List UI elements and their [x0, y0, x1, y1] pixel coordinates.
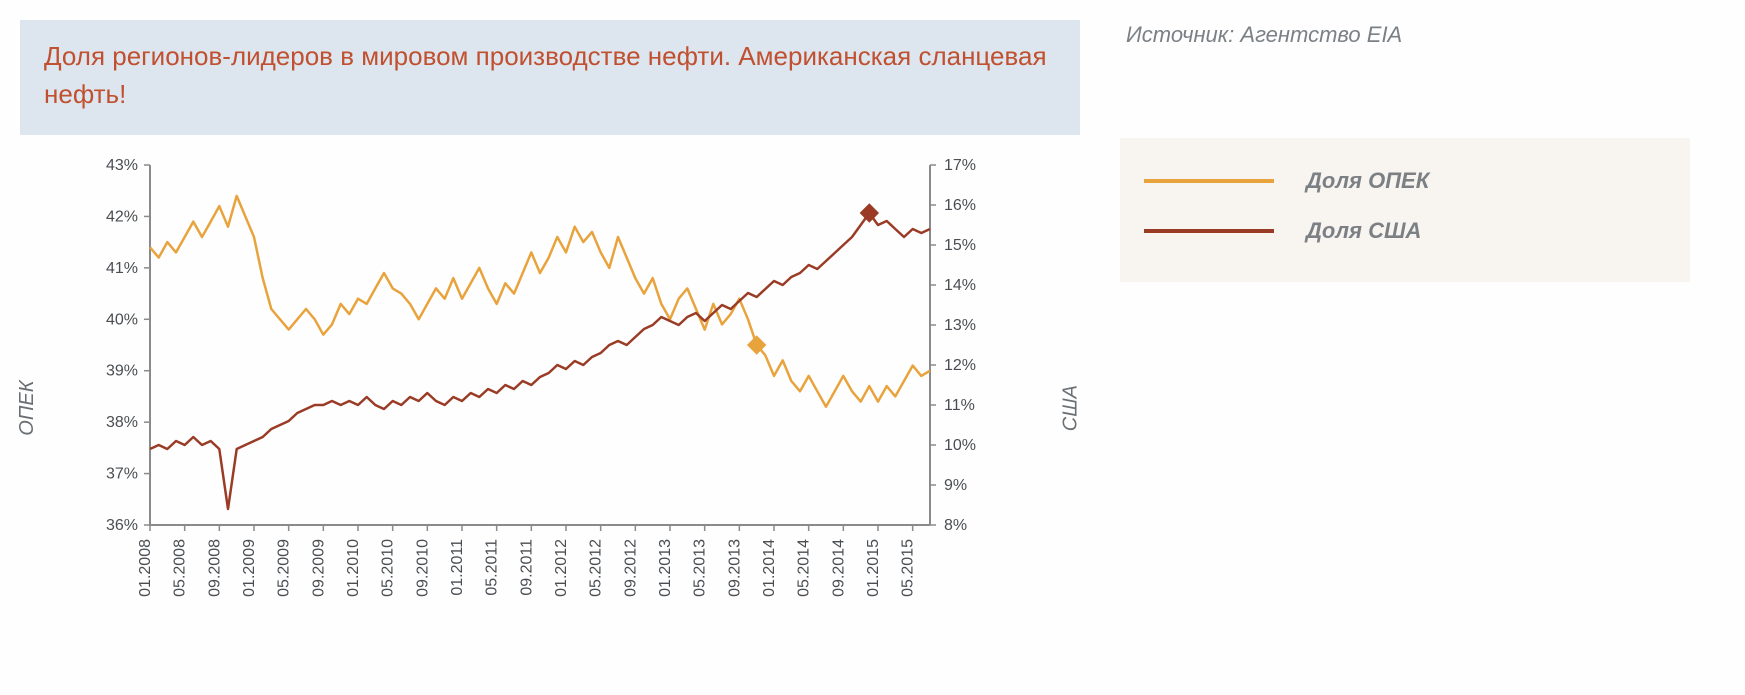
legend-item-opec: Доля ОПЕК [1144, 168, 1666, 194]
svg-text:15%: 15% [944, 237, 976, 254]
svg-text:42%: 42% [106, 209, 138, 226]
chart-area: ОПЕК США 36%37%38%39%40%41%42%43%8%9%10%… [20, 155, 1080, 675]
svg-text:01.2008: 01.2008 [137, 539, 154, 597]
chart-title: Доля регионов-лидеров в мировом производ… [44, 38, 1056, 113]
svg-text:01.2012: 01.2012 [553, 539, 570, 597]
svg-text:11%: 11% [944, 397, 975, 414]
legend-swatch-opec [1144, 179, 1274, 183]
legend-label-opec: Доля ОПЕК [1306, 168, 1429, 194]
svg-text:05.2011: 05.2011 [484, 539, 501, 596]
svg-text:8%: 8% [944, 517, 967, 534]
svg-text:36%: 36% [106, 517, 138, 534]
right-axis-label: США [1059, 385, 1082, 431]
left-axis-label: ОПЕК [16, 381, 39, 436]
svg-text:09.2010: 09.2010 [414, 539, 431, 597]
legend: Доля ОПЕК Доля США [1120, 138, 1690, 282]
svg-text:05.2010: 05.2010 [380, 539, 397, 597]
svg-text:9%: 9% [944, 477, 967, 494]
svg-text:01.2014: 01.2014 [761, 539, 778, 597]
svg-text:14%: 14% [944, 277, 976, 294]
svg-text:38%: 38% [106, 415, 138, 432]
svg-text:05.2013: 05.2013 [692, 539, 709, 597]
svg-text:40%: 40% [106, 312, 138, 329]
svg-text:09.2014: 09.2014 [830, 539, 847, 597]
svg-text:13%: 13% [944, 317, 976, 334]
svg-text:01.2013: 01.2013 [657, 539, 674, 597]
legend-swatch-usa [1144, 229, 1274, 233]
svg-text:37%: 37% [106, 466, 138, 483]
svg-text:01.2009: 01.2009 [241, 539, 258, 597]
svg-text:01.2010: 01.2010 [345, 539, 362, 597]
svg-text:09.2012: 09.2012 [622, 539, 639, 597]
svg-text:16%: 16% [944, 197, 976, 214]
svg-text:09.2008: 09.2008 [206, 539, 223, 597]
svg-text:39%: 39% [106, 363, 138, 380]
svg-text:01.2015: 01.2015 [865, 539, 882, 597]
svg-text:12%: 12% [944, 357, 976, 374]
legend-label-usa: Доля США [1306, 218, 1421, 244]
legend-item-usa: Доля США [1144, 218, 1666, 244]
svg-text:41%: 41% [106, 260, 138, 277]
svg-text:05.2008: 05.2008 [172, 539, 189, 597]
chart-title-box: Доля регионов-лидеров в мировом производ… [20, 20, 1080, 135]
svg-text:10%: 10% [944, 437, 976, 454]
svg-text:17%: 17% [944, 157, 976, 174]
svg-text:05.2015: 05.2015 [900, 539, 917, 597]
svg-text:05.2014: 05.2014 [796, 539, 813, 597]
svg-text:09.2013: 09.2013 [726, 539, 743, 597]
svg-text:01.2011: 01.2011 [449, 539, 466, 596]
svg-text:05.2012: 05.2012 [588, 539, 605, 597]
svg-text:09.2009: 09.2009 [310, 539, 327, 597]
svg-text:09.2011: 09.2011 [518, 539, 535, 596]
svg-text:05.2009: 05.2009 [276, 539, 293, 597]
source-text: Источник: Агентство EIA [1120, 22, 1690, 48]
line-chart: 36% 37% 38% 39% 40% 41% 42% 43% 8% 9% 10% 11% 12% 13%… [60, 155, 1040, 675]
svg-text:43%: 43% [106, 157, 138, 174]
